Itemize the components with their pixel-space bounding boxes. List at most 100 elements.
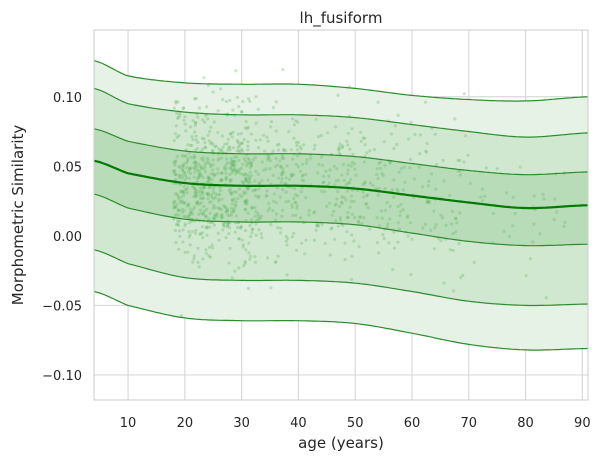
scatter-point — [304, 196, 308, 200]
scatter-point — [346, 131, 350, 135]
scatter-point — [239, 225, 243, 229]
scatter-point — [211, 206, 215, 210]
scatter-point — [219, 214, 223, 218]
scatter-point — [206, 176, 210, 180]
scatter-point — [264, 194, 268, 198]
scatter-point — [254, 95, 258, 99]
scatter-point — [189, 166, 193, 170]
scatter-point — [209, 164, 213, 168]
scatter-point — [345, 230, 349, 234]
scatter-point — [274, 260, 278, 264]
scatter-point — [441, 158, 445, 163]
scatter-point — [301, 162, 305, 166]
scatter-point — [284, 234, 288, 238]
scatter-point — [274, 156, 278, 161]
centile-curve-p99 — [93, 60, 589, 102]
scatter-point — [174, 159, 178, 163]
scatter-point — [240, 148, 244, 152]
scatter-point — [207, 139, 211, 143]
scatter-point — [243, 179, 247, 183]
scatter-point — [236, 197, 240, 201]
scatter-point — [172, 200, 176, 204]
scatter-point — [275, 143, 279, 147]
scatter-point — [371, 183, 375, 187]
scatter-point — [433, 226, 437, 230]
scatter-point — [205, 233, 209, 237]
scatter-point — [457, 241, 461, 246]
scatter-point — [296, 120, 300, 124]
scatter-point — [346, 163, 350, 167]
scatter-point — [204, 113, 208, 118]
scatter-point — [442, 179, 446, 183]
scatter-point — [448, 248, 452, 252]
scatter-point — [377, 251, 381, 255]
scatter-point — [194, 194, 198, 198]
scatter-point — [383, 163, 387, 167]
scatter-point — [300, 241, 304, 245]
scatter-point — [184, 154, 188, 158]
scatter-point — [363, 180, 367, 184]
scatter-point — [194, 134, 198, 138]
scatter-point — [340, 173, 344, 177]
scatter-point — [324, 169, 328, 173]
scatter-point — [212, 215, 216, 219]
scatter-point — [183, 115, 187, 119]
scatter-point — [213, 206, 217, 210]
scatter-point — [235, 139, 239, 143]
scatter-point — [178, 113, 182, 117]
scatter-point — [451, 248, 455, 252]
scatter-point — [451, 232, 455, 236]
scatter-point — [248, 165, 252, 170]
scatter-point — [187, 221, 191, 225]
scatter-point — [290, 235, 294, 239]
scatter-point — [245, 186, 249, 190]
scatter-point — [352, 239, 356, 243]
scatter-point — [243, 228, 247, 233]
scatter-point — [532, 194, 536, 198]
scatter-point — [314, 117, 318, 121]
scatter-point — [274, 218, 278, 222]
scatter-point — [542, 197, 546, 201]
centile-curve-p95 — [93, 87, 589, 138]
scatter-point — [203, 145, 207, 150]
scatter-point — [358, 130, 363, 134]
scatter-point — [218, 207, 222, 211]
scatter-point — [192, 205, 196, 209]
scatter-point — [188, 233, 192, 237]
scatter-point — [194, 193, 198, 197]
scatter-point — [202, 204, 206, 209]
scatter-point — [248, 254, 253, 258]
scatter-point — [295, 248, 299, 252]
scatter-point — [191, 138, 195, 142]
scatter-point — [340, 201, 344, 205]
scatter-point — [383, 186, 387, 191]
scatter-point — [336, 147, 340, 152]
scatter-point — [281, 167, 285, 171]
scatter-point — [294, 119, 298, 123]
scatter-point — [234, 214, 238, 218]
scatter-point — [231, 164, 235, 168]
scatter-point — [289, 172, 293, 176]
scatter-point — [281, 187, 285, 192]
scatter-point — [230, 159, 234, 163]
scatter-point — [189, 155, 193, 159]
centile-curves — [93, 60, 589, 351]
scatter-point — [327, 181, 331, 185]
scatter-point — [253, 260, 257, 264]
scatter-point — [538, 232, 542, 236]
scatter-point — [236, 132, 240, 136]
x-tick-label: 20 — [177, 416, 194, 431]
scatter-point — [354, 173, 358, 177]
scatter-point — [245, 202, 249, 206]
scatter-point — [250, 205, 254, 209]
scatter-point — [330, 226, 334, 230]
scatter-point — [231, 146, 236, 150]
scatter-point — [357, 245, 361, 249]
scatter-point — [177, 164, 181, 169]
scatter-point — [429, 228, 433, 232]
scatter-point — [302, 143, 306, 147]
scatter-point — [222, 204, 226, 208]
scatter-point — [388, 161, 392, 165]
scatter-point — [231, 130, 235, 134]
scatter-point — [376, 100, 380, 104]
